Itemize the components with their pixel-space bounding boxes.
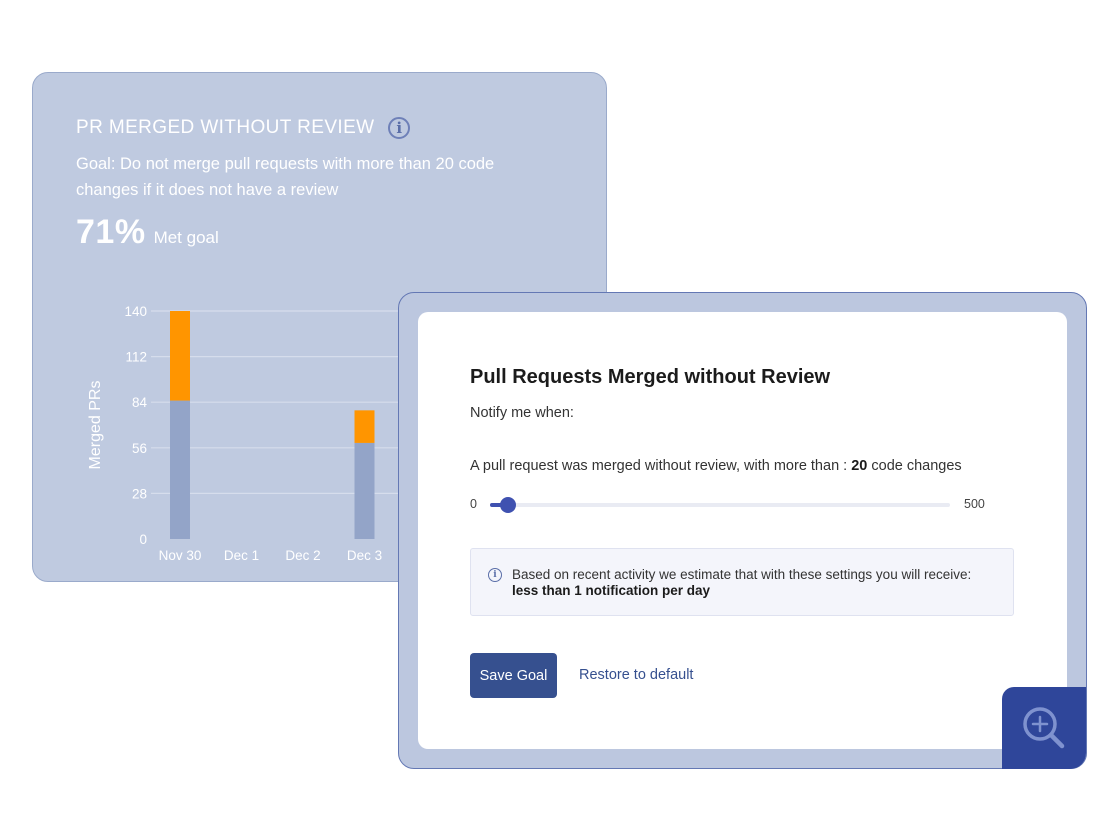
estimate-box: i Based on recent activity we estimate t… <box>470 548 1014 616</box>
estimate-line-1: Based on recent activity we estimate tha… <box>512 567 972 582</box>
threshold-suffix: code changes <box>867 458 962 474</box>
modal-title: Pull Requests Merged without Review <box>470 366 831 388</box>
estimate-text: Based on recent activity we estimate tha… <box>512 567 971 599</box>
goal-percent: 71% Met goal <box>76 213 219 252</box>
bar-segment-top <box>170 311 190 401</box>
zoom-in-icon <box>1023 707 1065 749</box>
save-goal-button[interactable]: Save Goal <box>470 653 557 698</box>
x-tick-label: Dec 2 <box>285 548 320 563</box>
x-tick-label: Nov 30 <box>159 548 202 563</box>
zoom-button[interactable] <box>1002 687 1086 769</box>
goal-settings-modal: Pull Requests Merged without Review Noti… <box>418 312 1067 749</box>
slider-min-label: 0 <box>470 497 477 511</box>
y-tick-label: 140 <box>124 304 147 319</box>
bar-segment-top <box>354 410 375 443</box>
restore-default-link[interactable]: Restore to default <box>579 667 694 683</box>
estimate-line-2: less than 1 notification per day <box>512 583 711 598</box>
info-icon: i <box>488 568 502 582</box>
y-tick-label: 0 <box>139 532 147 547</box>
notify-label: Notify me when: <box>470 405 574 421</box>
y-tick-label: 56 <box>132 441 147 456</box>
goal-title-text: PR MERGED WITHOUT REVIEW <box>76 117 375 138</box>
threshold-text: A pull request was merged without review… <box>470 458 962 474</box>
goal-description: Goal: Do not merge pull requests with mo… <box>76 155 495 199</box>
goal-percent-label: Met goal <box>153 228 219 247</box>
y-tick-label: 112 <box>125 350 147 365</box>
y-tick-label: 28 <box>132 486 147 501</box>
threshold-prefix: A pull request was merged without review… <box>470 458 852 474</box>
info-icon[interactable]: i <box>388 117 411 139</box>
slider-max-label: 500 <box>964 497 985 511</box>
threshold-slider[interactable] <box>490 497 950 513</box>
threshold-value: 20 <box>851 458 868 474</box>
y-axis-label: Merged PRs <box>87 381 104 470</box>
x-tick-label: Dec 1 <box>224 548 259 563</box>
bar-segment-base <box>354 442 375 539</box>
goal-title: PR MERGED WITHOUT REVIEW i <box>76 117 411 139</box>
y-tick-label: 84 <box>132 395 148 410</box>
goal-percent-value: 71% <box>76 213 146 251</box>
slider-fill <box>490 503 509 507</box>
x-tick-label: Dec 3 <box>347 548 382 563</box>
bar-segment-base <box>170 400 190 539</box>
merged-prs-chart: 0 28 56 84 112 140 Merged PRs Nov 30 Dec 1 Dec 2 D… <box>87 304 593 563</box>
slider-thumb[interactable] <box>500 497 517 513</box>
